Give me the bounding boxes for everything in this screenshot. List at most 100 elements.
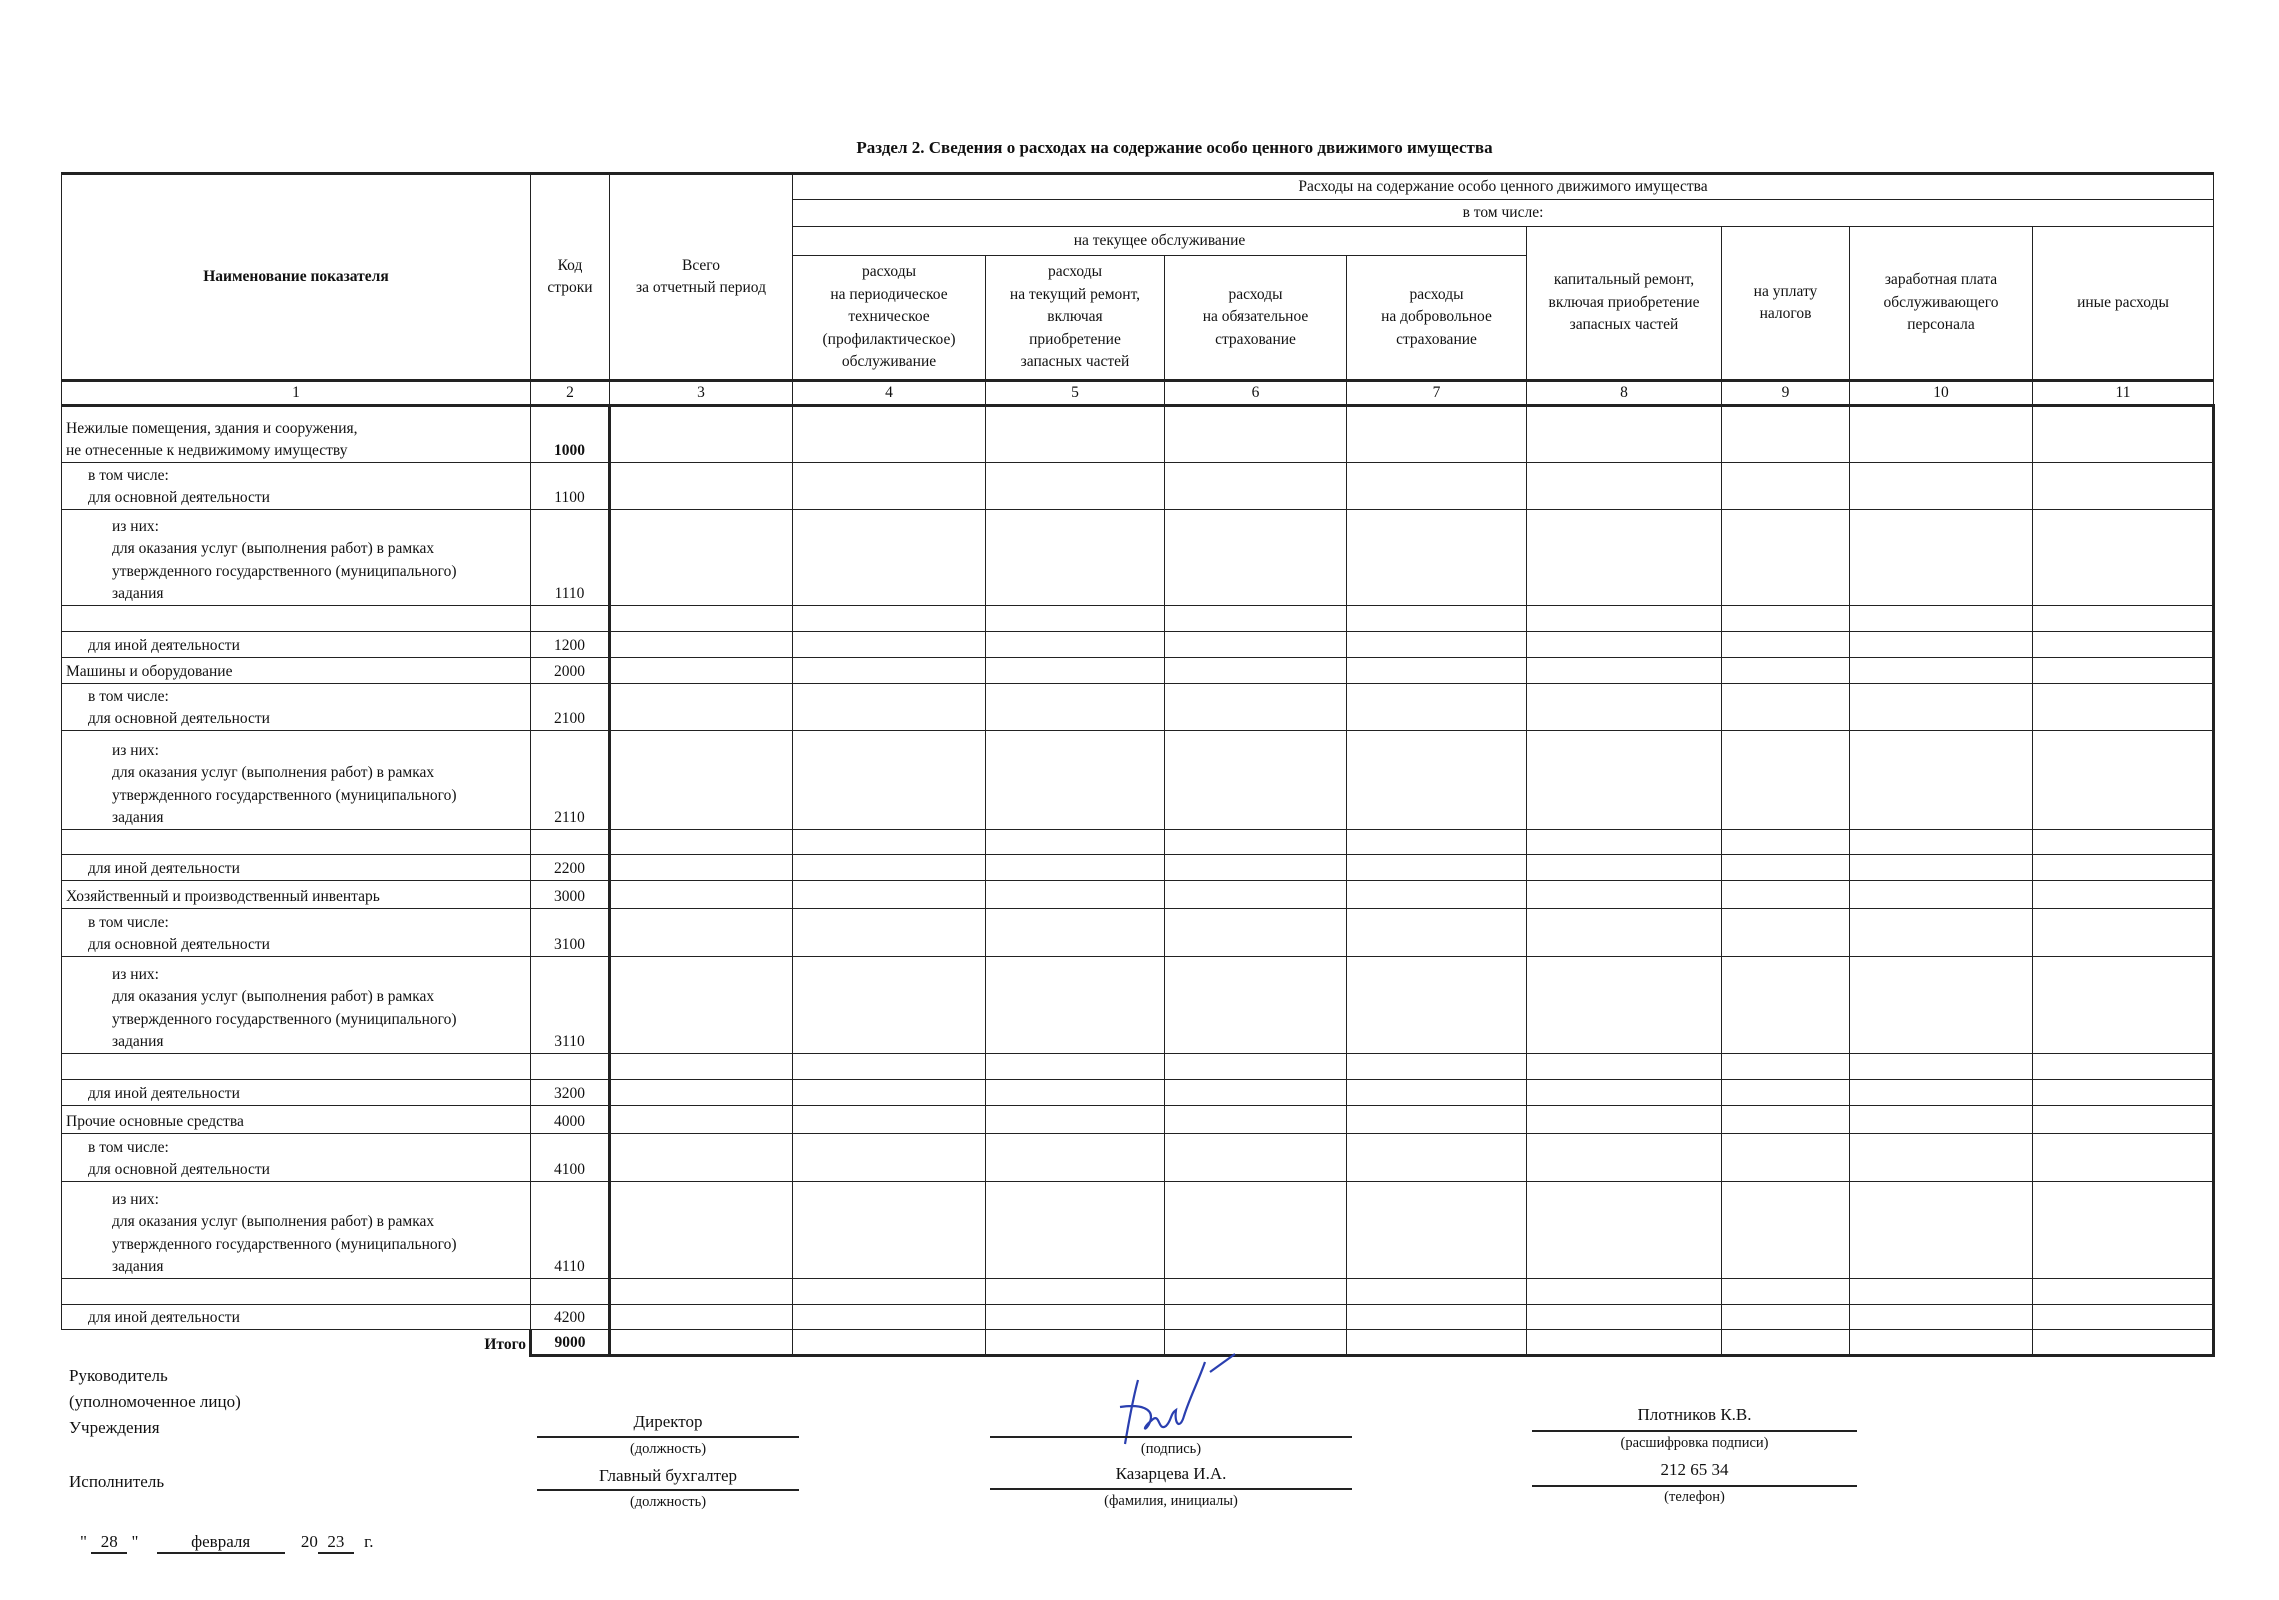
value-cell-col-8[interactable]	[1526, 657, 1722, 685]
value-cell-col-3[interactable]	[608, 1181, 793, 1280]
value-cell-col-10[interactable]	[1849, 509, 2033, 607]
value-cell-col-6[interactable]	[1164, 1304, 1347, 1331]
value-cell-col-9[interactable]	[1721, 730, 1850, 831]
value-cell-col-4[interactable]	[792, 657, 986, 685]
value-cell-col-4[interactable]	[792, 1278, 986, 1306]
value-cell-col-3[interactable]	[608, 405, 793, 464]
value-cell-col-3[interactable]	[608, 1079, 793, 1107]
value-cell-col-3[interactable]	[608, 854, 793, 882]
value-cell-col-9[interactable]	[1721, 1105, 1850, 1135]
value-cell-col-4[interactable]	[792, 908, 986, 958]
value-cell-col-5[interactable]	[985, 1329, 1165, 1358]
value-cell-col-8[interactable]	[1526, 854, 1722, 882]
value-cell-col-9[interactable]	[1721, 1053, 1850, 1081]
value-cell-col-3[interactable]	[608, 683, 793, 732]
value-cell-col-7[interactable]	[1346, 1105, 1527, 1135]
value-cell-col-6[interactable]	[1164, 657, 1347, 685]
value-cell-col-10[interactable]	[1849, 829, 2033, 856]
value-cell-col-7[interactable]	[1346, 956, 1527, 1055]
value-cell-col-3[interactable]	[608, 509, 793, 607]
value-cell-col-4[interactable]	[792, 1079, 986, 1107]
value-cell-col-10[interactable]	[1849, 956, 2033, 1055]
value-cell-col-9[interactable]	[1721, 829, 1850, 856]
value-cell-col-10[interactable]	[1849, 462, 2033, 511]
value-cell-col-5[interactable]	[985, 405, 1165, 464]
value-cell-col-4[interactable]	[792, 605, 986, 633]
value-cell-col-5[interactable]	[985, 1053, 1165, 1081]
value-cell-col-11[interactable]	[2032, 1304, 2215, 1331]
value-cell-col-4[interactable]	[792, 1105, 986, 1135]
value-cell-col-6[interactable]	[1164, 1181, 1347, 1280]
value-cell-col-7[interactable]	[1346, 631, 1527, 659]
value-cell-col-9[interactable]	[1721, 1278, 1850, 1306]
value-cell-col-3[interactable]	[608, 1053, 793, 1081]
value-cell-col-5[interactable]	[985, 1278, 1165, 1306]
value-cell-col-6[interactable]	[1164, 730, 1347, 831]
value-cell-col-6[interactable]	[1164, 880, 1347, 910]
value-cell-col-4[interactable]	[792, 683, 986, 732]
value-cell-col-9[interactable]	[1721, 605, 1850, 633]
value-cell-col-9[interactable]	[1721, 1304, 1850, 1331]
value-cell-col-7[interactable]	[1346, 1304, 1527, 1331]
value-cell-col-3[interactable]	[608, 1105, 793, 1135]
value-cell-col-5[interactable]	[985, 631, 1165, 659]
value-cell-col-9[interactable]	[1721, 880, 1850, 910]
value-cell-col-4[interactable]	[792, 1133, 986, 1183]
value-cell-col-7[interactable]	[1346, 908, 1527, 958]
value-cell-col-7[interactable]	[1346, 1079, 1527, 1107]
value-cell-col-10[interactable]	[1849, 1079, 2033, 1107]
value-cell-col-9[interactable]	[1721, 509, 1850, 607]
value-cell-col-6[interactable]	[1164, 405, 1347, 464]
value-cell-col-6[interactable]	[1164, 683, 1347, 732]
value-cell-col-6[interactable]	[1164, 631, 1347, 659]
value-cell-col-10[interactable]	[1849, 1304, 2033, 1331]
value-cell-col-3[interactable]	[608, 657, 793, 685]
value-cell-col-6[interactable]	[1164, 956, 1347, 1055]
value-cell-col-6[interactable]	[1164, 462, 1347, 511]
value-cell-col-10[interactable]	[1849, 1053, 2033, 1081]
value-cell-col-11[interactable]	[2032, 829, 2215, 856]
value-cell-col-3[interactable]	[608, 462, 793, 511]
value-cell-col-4[interactable]	[792, 730, 986, 831]
value-cell-col-8[interactable]	[1526, 908, 1722, 958]
value-cell-col-7[interactable]	[1346, 405, 1527, 464]
value-cell-col-11[interactable]	[2032, 956, 2215, 1055]
value-cell-col-10[interactable]	[1849, 1329, 2033, 1358]
value-cell-col-4[interactable]	[792, 1329, 986, 1358]
value-cell-col-4[interactable]	[792, 509, 986, 607]
value-cell-col-8[interactable]	[1526, 1329, 1722, 1358]
value-cell-col-4[interactable]	[792, 1053, 986, 1081]
value-cell-col-9[interactable]	[1721, 462, 1850, 511]
value-cell-col-5[interactable]	[985, 829, 1165, 856]
value-cell-col-6[interactable]	[1164, 1133, 1347, 1183]
value-cell-col-8[interactable]	[1526, 631, 1722, 659]
value-cell-col-3[interactable]	[608, 1304, 793, 1331]
value-cell-col-9[interactable]	[1721, 683, 1850, 732]
value-cell-col-7[interactable]	[1346, 1053, 1527, 1081]
value-cell-col-10[interactable]	[1849, 1105, 2033, 1135]
value-cell-col-11[interactable]	[2032, 1278, 2215, 1306]
value-cell-col-6[interactable]	[1164, 605, 1347, 633]
value-cell-col-9[interactable]	[1721, 631, 1850, 659]
value-cell-col-8[interactable]	[1526, 1079, 1722, 1107]
value-cell-col-11[interactable]	[2032, 1053, 2215, 1081]
value-cell-col-4[interactable]	[792, 405, 986, 464]
value-cell-col-5[interactable]	[985, 1105, 1165, 1135]
value-cell-col-8[interactable]	[1526, 605, 1722, 633]
value-cell-col-4[interactable]	[792, 462, 986, 511]
value-cell-col-10[interactable]	[1849, 683, 2033, 732]
value-cell-col-6[interactable]	[1164, 854, 1347, 882]
value-cell-col-4[interactable]	[792, 829, 986, 856]
value-cell-col-7[interactable]	[1346, 462, 1527, 511]
value-cell-col-8[interactable]	[1526, 1304, 1722, 1331]
value-cell-col-5[interactable]	[985, 880, 1165, 910]
value-cell-col-9[interactable]	[1721, 657, 1850, 685]
value-cell-col-9[interactable]	[1721, 405, 1850, 464]
value-cell-col-9[interactable]	[1721, 1133, 1850, 1183]
value-cell-col-8[interactable]	[1526, 405, 1722, 464]
value-cell-col-11[interactable]	[2032, 1105, 2215, 1135]
value-cell-col-10[interactable]	[1849, 405, 2033, 464]
value-cell-col-7[interactable]	[1346, 854, 1527, 882]
value-cell-col-10[interactable]	[1849, 1133, 2033, 1183]
value-cell-col-5[interactable]	[985, 1133, 1165, 1183]
